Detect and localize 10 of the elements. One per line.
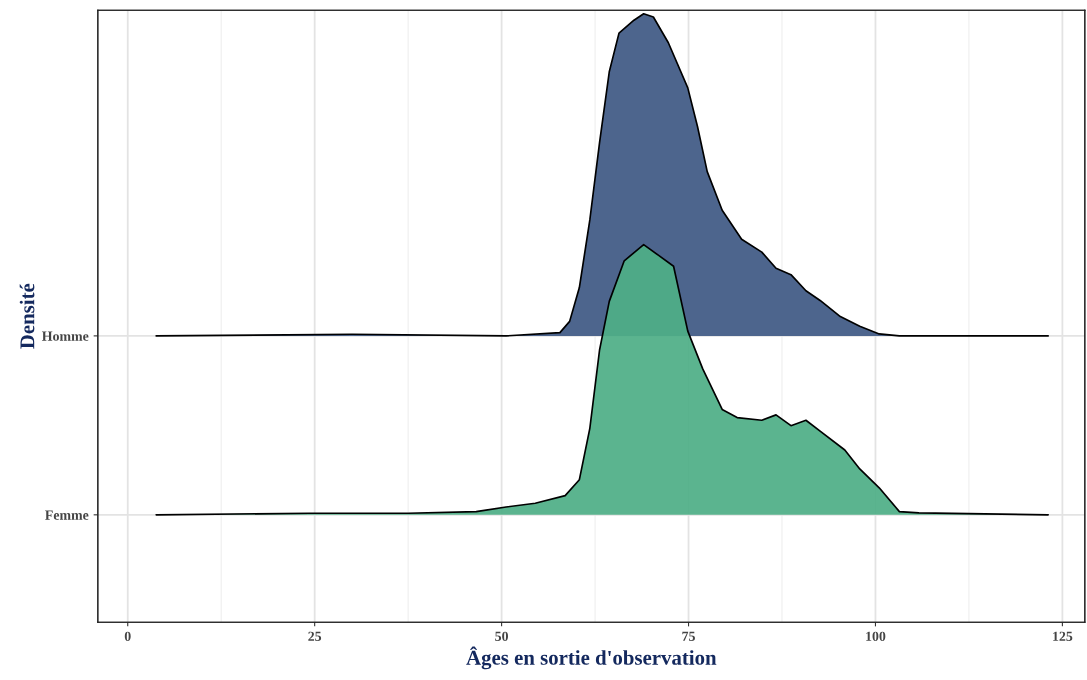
x-tick-label: 50 <box>495 631 509 641</box>
x-tick-label: 0 <box>124 631 131 641</box>
x-tick-label: 75 <box>682 631 695 641</box>
y-axis-title: Densité <box>19 283 35 349</box>
text: Homme <box>41 331 89 341</box>
x-tick-label: 125 <box>1053 631 1073 641</box>
x-tick-label: 100 <box>866 631 886 641</box>
x-tick-label: 25 <box>308 631 322 641</box>
x-axis-title: Âges en sortie d'observation <box>466 646 717 670</box>
text: Femme <box>45 510 89 520</box>
